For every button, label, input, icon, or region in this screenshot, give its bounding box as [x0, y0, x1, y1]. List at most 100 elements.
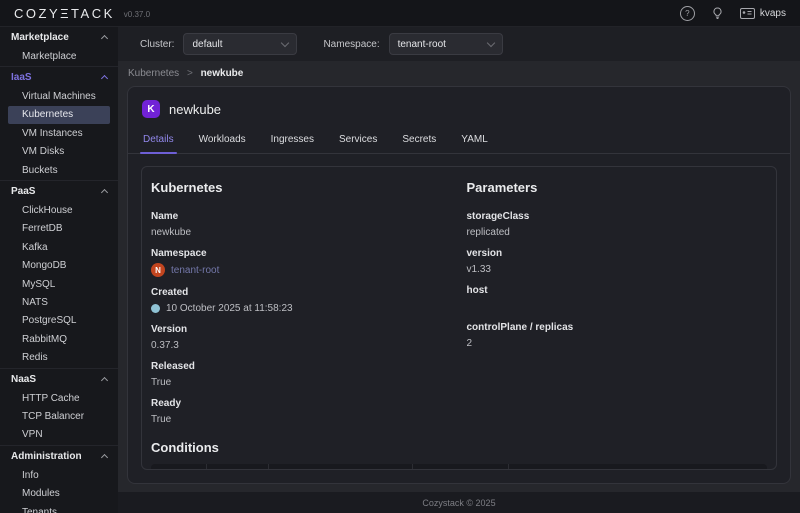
sidebar-section-label: IaaS [11, 72, 32, 84]
main-area: Cluster: default Namespace: tenant-root … [118, 27, 800, 513]
sidebar-item-label: Redis [22, 352, 48, 364]
sidebar-item-tcp-balancer[interactable]: TCP Balancer [8, 407, 110, 425]
sidebar-item-vpn[interactable]: VPN [8, 426, 110, 444]
search-icon[interactable] [254, 468, 262, 469]
cluster-label: Cluster: [140, 38, 175, 50]
sidebar-item-label: ClickHouse [22, 205, 73, 217]
sidebar-item-modules[interactable]: Modules [8, 484, 110, 502]
column-header-updated[interactable]: Updated [269, 464, 413, 470]
help-icon[interactable]: ? [679, 5, 695, 21]
footer: Cozystack © 2025 [118, 492, 800, 513]
field-label: Released [151, 361, 195, 372]
sidebar-item-buckets[interactable]: Buckets [8, 161, 110, 179]
sidebar-item-kubernetes[interactable]: Kubernetes [8, 105, 110, 125]
sidebar-item-label: Kubernetes [22, 109, 74, 121]
page-title: newkube [169, 101, 222, 117]
field-created: Created 10 October 2025 at 11:58:23 [151, 287, 467, 314]
tab-yaml[interactable]: YAML [460, 129, 489, 153]
sidebar-item-nats[interactable]: NATS [8, 293, 110, 311]
app-version: v0.37.0 [123, 10, 151, 19]
sidebar-item-marketplace[interactable]: Marketplace [8, 47, 110, 65]
sidebar-section-header-marketplace[interactable]: Marketplace [0, 28, 118, 47]
column-header-label: Updated [275, 469, 313, 470]
field-label: Ready [151, 398, 182, 409]
tab-services[interactable]: Services [338, 129, 378, 153]
tab-label: YAML [461, 134, 488, 145]
sidebar-item-vm-instances[interactable]: VM Instances [8, 124, 110, 142]
tab-secrets[interactable]: Secrets [401, 129, 437, 153]
sidebar-section-label: PaaS [11, 186, 36, 198]
chevron-up-icon [100, 453, 109, 462]
breadcrumb-parent[interactable]: Kubernetes [128, 68, 180, 79]
sidebar-item-label: VM Disks [22, 146, 65, 158]
column-header-message[interactable]: Message [509, 464, 767, 470]
namespace-select[interactable]: tenant-root [388, 33, 503, 55]
parameters-section: Parameters storageClass replicated version… [467, 178, 768, 435]
sidebar-section-header-iaas[interactable]: IaaS [0, 68, 118, 87]
sidebar-item-ferretdb[interactable]: FerretDB [8, 220, 110, 238]
column-header-icons [247, 468, 262, 469]
sidebar-item-rabbitmq[interactable]: RabbitMQ [8, 330, 110, 348]
field-value: True [151, 413, 172, 425]
column-header-reason[interactable]: Reason [413, 464, 509, 469]
column-header-icons [746, 468, 761, 469]
breadcrumb: Kubernetes > newkube [127, 66, 791, 86]
field-value [467, 300, 768, 312]
sidebar-item-label: Modules [22, 488, 60, 500]
topbar-actions: ? kvaps [679, 5, 786, 21]
field-label: Name [151, 211, 179, 222]
namespace-select-value: tenant-root [397, 38, 446, 50]
sidebar-item-virtual-machines[interactable]: Virtual Machines [8, 87, 110, 105]
field-released: Released True [151, 361, 467, 388]
sidebar-section-header-paas[interactable]: PaaS [0, 182, 118, 201]
top-bar: COZYΞTACK v0.37.0 ? [0, 0, 800, 27]
context-toolbar: Cluster: default Namespace: tenant-root [118, 27, 800, 61]
sidebar-item-tenants[interactable]: Tenants [8, 503, 110, 513]
user-menu[interactable]: kvaps [739, 7, 786, 19]
sidebar-item-kafka[interactable]: Kafka [8, 238, 110, 256]
sidebar-item-label: NATS [22, 296, 48, 308]
search-icon[interactable] [192, 468, 200, 469]
sidebar-item-label: Buckets [22, 164, 58, 176]
namespace-link[interactable]: tenant-root [171, 264, 220, 276]
sidebar-item-clickhouse[interactable]: ClickHouse [8, 201, 110, 219]
field-value: 10 October 2025 at 11:58:23 [151, 302, 467, 314]
cluster-select-value: default [192, 38, 223, 50]
sidebar-section-header-naas[interactable]: NaaS [0, 370, 118, 389]
sidebar-section-label: Administration [11, 451, 82, 463]
sidebar-section-header-administration[interactable]: Administration [0, 447, 118, 466]
breadcrumb-separator: > [186, 68, 193, 79]
tab-details[interactable]: Details [140, 129, 177, 154]
conditions-table: TypeStatusUpdatedReasonMessage ReadyTrue… [151, 464, 767, 470]
sidebar-item-mysql[interactable]: MySQL [8, 275, 110, 293]
sidebar-item-vm-disks[interactable]: VM Disks [8, 143, 110, 161]
field-label: version [466, 248, 503, 259]
sidebar-item-http-cache[interactable]: HTTP Cache [8, 389, 110, 407]
cozystack-logo: COZYΞTACK [14, 5, 115, 21]
theme-bulb-icon[interactable] [712, 7, 723, 19]
sidebar-item-label: Tenants [22, 506, 58, 513]
sidebar-item-info[interactable]: Info [8, 466, 110, 484]
parameters-fields: storageClass replicated version v1.33 host co… [467, 211, 768, 349]
search-icon[interactable] [494, 468, 502, 469]
sidebar-section-label: NaaS [11, 373, 37, 385]
column-header-status[interactable]: Status [207, 464, 269, 469]
field-name: Name newkube [151, 211, 467, 238]
sidebar-item-mongodb[interactable]: MongoDB [8, 257, 110, 275]
tab-workloads[interactable]: Workloads [198, 129, 247, 153]
sidebar-section-naas: NaaS HTTP Cache TCP Balancer VPN [0, 367, 118, 445]
field-label: Namespace [151, 248, 207, 259]
search-icon[interactable] [753, 468, 761, 469]
column-header-type[interactable]: Type [151, 464, 207, 469]
tab-ingresses[interactable]: Ingresses [270, 129, 315, 153]
sidebar-section-iaas: IaaS Virtual Machines Kubernetes VM Instanc… [0, 66, 118, 180]
column-header-icons [487, 468, 502, 469]
cluster-select[interactable]: default [183, 33, 298, 55]
sidebar-item-postgresql[interactable]: PostgreSQL [8, 312, 110, 330]
search-icon[interactable] [398, 468, 406, 469]
section-heading-parameters: Parameters [466, 180, 538, 195]
sidebar-item-redis[interactable]: Redis [8, 348, 110, 366]
datetime-text: 10 October 2025 at 11:58:23 [166, 302, 293, 314]
